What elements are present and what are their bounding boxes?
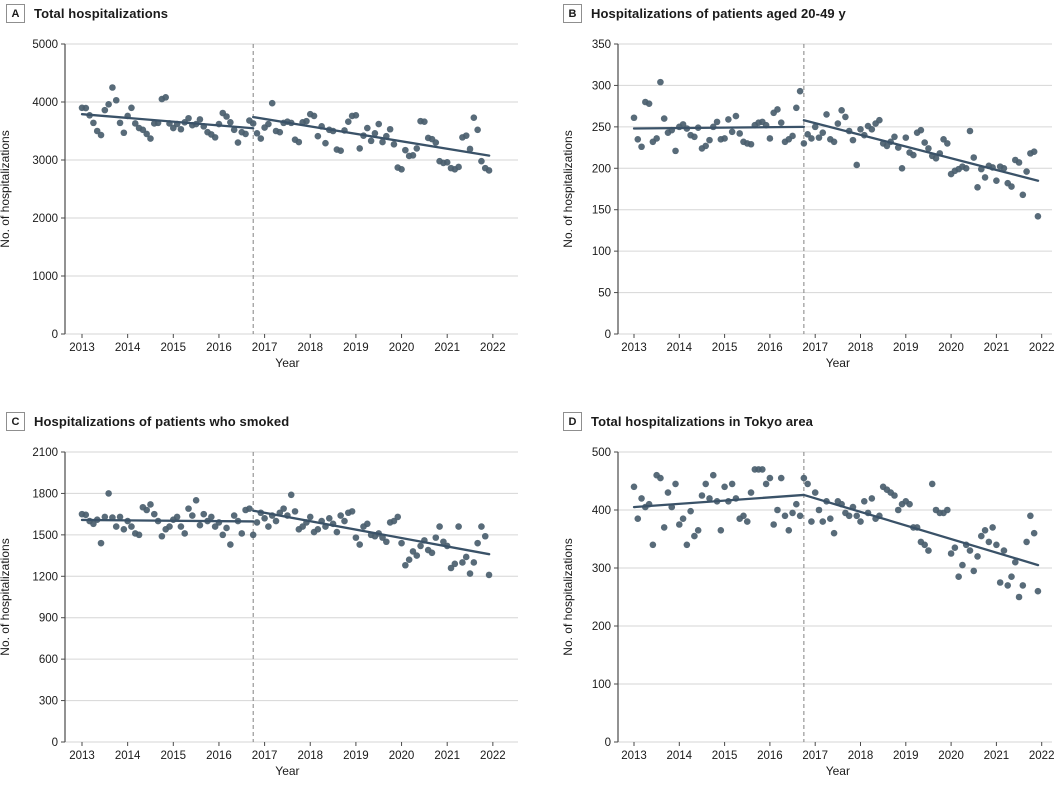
svg-text:100: 100 — [592, 246, 611, 258]
scatter-chart-b: 0 50 100 150 200 250 300 350 2013 2014 2015 2016 201… — [561, 39, 1055, 370]
svg-text:2019: 2019 — [893, 750, 919, 762]
scatter-chart-d: 0 100 200 300 400 500 2013 2014 2015 2016 2017 2018… — [561, 447, 1055, 778]
svg-text:250: 250 — [592, 122, 611, 134]
svg-text:2019: 2019 — [343, 342, 369, 354]
svg-text:200: 200 — [592, 621, 611, 633]
svg-text:No. of hospitalizations: No. of hospitalizations — [561, 538, 575, 655]
svg-text:2022: 2022 — [1029, 750, 1055, 762]
svg-text:3000: 3000 — [32, 155, 58, 167]
svg-text:2000: 2000 — [32, 213, 58, 225]
svg-text:100: 100 — [592, 679, 611, 691]
svg-text:2015: 2015 — [161, 750, 187, 762]
svg-text:2014: 2014 — [667, 750, 693, 762]
svg-text:0: 0 — [52, 737, 58, 749]
svg-text:900: 900 — [39, 613, 58, 625]
svg-text:2016: 2016 — [206, 750, 232, 762]
svg-text:5000: 5000 — [32, 39, 58, 51]
svg-text:350: 350 — [592, 39, 611, 51]
svg-text:400: 400 — [592, 505, 611, 517]
panel-c-header: C Hospitalizations of patients who smoke… — [6, 412, 289, 431]
svg-text:2017: 2017 — [252, 750, 278, 762]
svg-text:2017: 2017 — [252, 342, 278, 354]
panel-b: B Hospitalizations of patients aged 20-4… — [532, 0, 1064, 394]
panel-a: A Total hospitalizations 0 1000 2000 3000 40… — [0, 0, 532, 394]
svg-text:2019: 2019 — [893, 342, 919, 354]
svg-text:2014: 2014 — [115, 342, 141, 354]
panel-d-header: D Total hospitalizations in Tokyo area — [563, 412, 813, 431]
panel-a-letterbox: A — [6, 4, 25, 23]
panel-d: D Total hospitalizations in Tokyo area 0… — [532, 408, 1064, 789]
svg-text:2014: 2014 — [115, 750, 141, 762]
svg-text:300: 300 — [592, 80, 611, 92]
svg-text:2013: 2013 — [621, 750, 647, 762]
svg-text:2017: 2017 — [802, 342, 828, 354]
svg-text:Year: Year — [826, 764, 850, 778]
svg-text:2020: 2020 — [938, 750, 964, 762]
svg-text:2018: 2018 — [848, 342, 874, 354]
panel-c-title: Hospitalizations of patients who smoked — [34, 414, 290, 429]
svg-text:4000: 4000 — [32, 97, 58, 109]
svg-text:2021: 2021 — [434, 342, 460, 354]
svg-text:No. of hospitalizations: No. of hospitalizations — [561, 130, 575, 247]
panel-a-title: Total hospitalizations — [34, 6, 169, 21]
svg-text:300: 300 — [592, 563, 611, 575]
svg-text:2014: 2014 — [667, 342, 693, 354]
svg-text:2022: 2022 — [1029, 342, 1055, 354]
svg-text:0: 0 — [605, 329, 611, 341]
panel-b-letterbox: B — [563, 4, 582, 23]
svg-text:2019: 2019 — [343, 750, 369, 762]
svg-text:2020: 2020 — [389, 750, 415, 762]
svg-text:2022: 2022 — [480, 342, 506, 354]
svg-text:1500: 1500 — [32, 530, 58, 542]
svg-text:2013: 2013 — [621, 342, 647, 354]
svg-text:No. of hospitalizations: No. of hospitalizations — [0, 538, 12, 655]
svg-text:500: 500 — [592, 447, 611, 459]
panel-d-title: Total hospitalizations in Tokyo area — [591, 414, 813, 429]
svg-text:0: 0 — [52, 329, 58, 341]
svg-text:Year: Year — [275, 764, 299, 778]
svg-text:2016: 2016 — [757, 750, 783, 762]
svg-text:Year: Year — [275, 356, 299, 370]
svg-text:2021: 2021 — [984, 342, 1010, 354]
svg-text:No. of hospitalizations: No. of hospitalizations — [0, 130, 12, 247]
panel-a-header: A Total hospitalizations — [6, 4, 168, 23]
svg-text:1000: 1000 — [32, 271, 58, 283]
svg-text:2015: 2015 — [712, 750, 738, 762]
scatter-chart-c: 0 300 600 900 1200 1500 1800 2100 2013 2014 2015 20… — [0, 447, 518, 778]
svg-text:2013: 2013 — [69, 342, 95, 354]
svg-text:2013: 2013 — [69, 750, 95, 762]
panel-c-letterbox: C — [6, 412, 25, 431]
svg-text:1200: 1200 — [32, 571, 58, 583]
svg-text:2015: 2015 — [712, 342, 738, 354]
svg-text:2016: 2016 — [206, 342, 232, 354]
svg-text:200: 200 — [592, 163, 611, 175]
svg-text:50: 50 — [598, 288, 611, 300]
panel-b-title: Hospitalizations of patients aged 20-49 … — [591, 6, 846, 21]
svg-text:2017: 2017 — [802, 750, 828, 762]
svg-text:2021: 2021 — [984, 750, 1010, 762]
svg-text:2021: 2021 — [434, 750, 460, 762]
svg-text:2020: 2020 — [938, 342, 964, 354]
svg-text:2018: 2018 — [848, 750, 874, 762]
svg-text:2018: 2018 — [297, 342, 323, 354]
panel-c: C Hospitalizations of patients who smoke… — [0, 408, 532, 789]
svg-text:1800: 1800 — [32, 488, 58, 500]
svg-text:2016: 2016 — [757, 342, 783, 354]
scatter-chart-a: 0 1000 2000 3000 4000 5000 2013 2014 2015 2016 201… — [0, 39, 518, 370]
svg-text:300: 300 — [39, 696, 58, 708]
svg-text:600: 600 — [39, 654, 58, 666]
svg-text:150: 150 — [592, 205, 611, 217]
svg-text:2018: 2018 — [297, 750, 323, 762]
panel-d-letterbox: D — [563, 412, 582, 431]
svg-text:2100: 2100 — [32, 447, 58, 459]
svg-text:2022: 2022 — [480, 750, 506, 762]
panel-b-header: B Hospitalizations of patients aged 20-4… — [563, 4, 846, 23]
svg-text:Year: Year — [826, 356, 850, 370]
svg-text:2015: 2015 — [161, 342, 187, 354]
svg-text:0: 0 — [605, 737, 611, 749]
svg-text:2020: 2020 — [389, 342, 415, 354]
